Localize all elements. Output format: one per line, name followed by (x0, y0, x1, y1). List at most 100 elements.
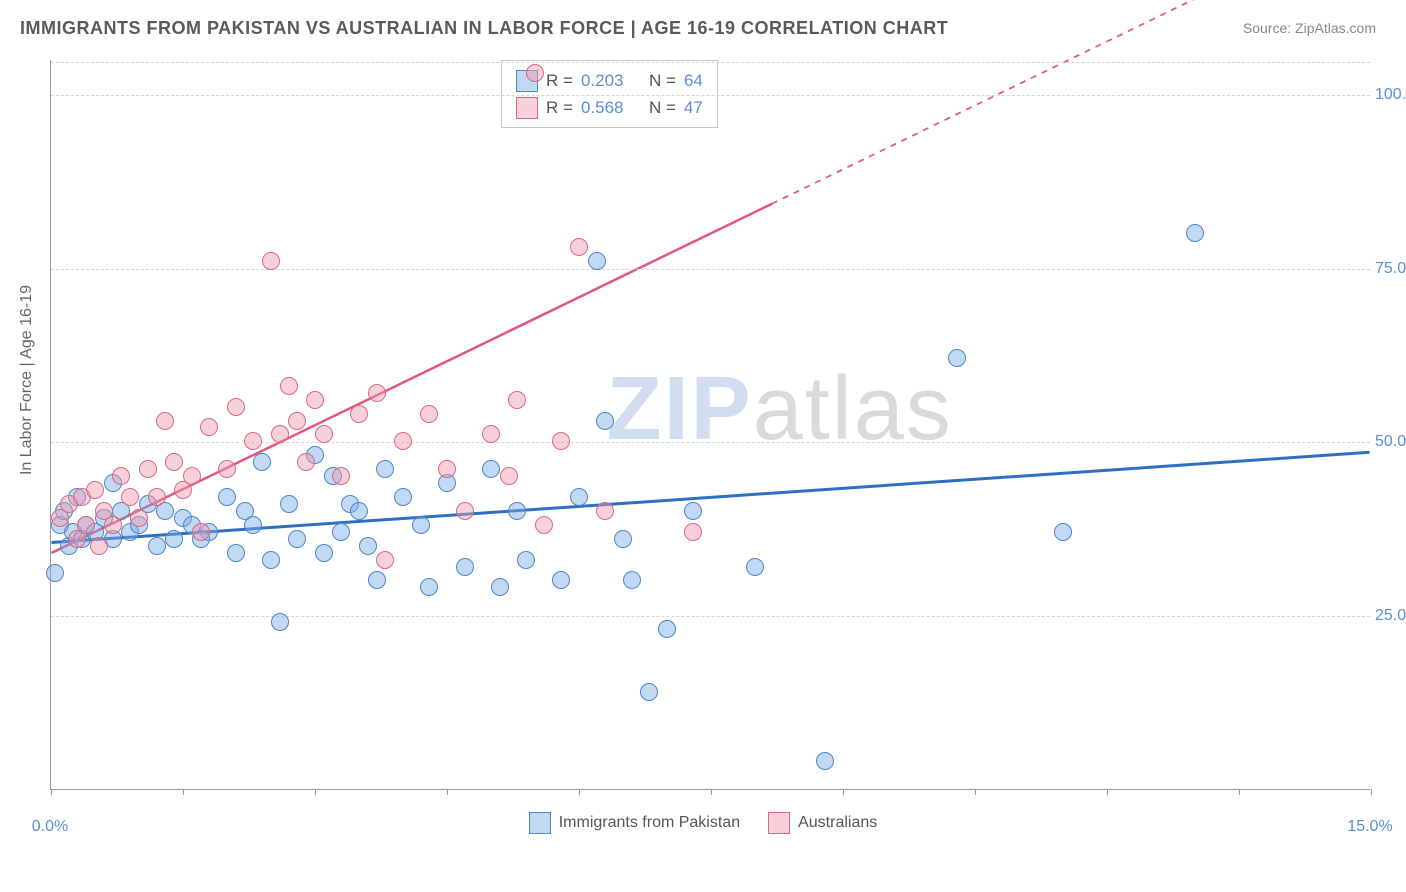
data-point-australians (394, 432, 412, 450)
x-tick (183, 789, 184, 795)
data-point-pakistan (262, 551, 280, 569)
chart-container: IMMIGRANTS FROM PAKISTAN VS AUSTRALIAN I… (0, 0, 1406, 892)
x-tick (711, 789, 712, 795)
data-point-pakistan (253, 453, 271, 471)
source-label: Source: (1243, 20, 1295, 36)
data-point-pakistan (640, 683, 658, 701)
data-point-pakistan (552, 571, 570, 589)
data-point-australians (570, 238, 588, 256)
data-point-australians (552, 432, 570, 450)
data-point-australians (139, 460, 157, 478)
series-legend: Immigrants from Pakistan Australians (0, 812, 1406, 834)
data-point-pakistan (394, 488, 412, 506)
y-tick-label: 50.0% (1375, 433, 1406, 451)
data-point-australians (77, 516, 95, 534)
data-point-australians (183, 467, 201, 485)
data-point-australians (508, 391, 526, 409)
n-label: N = (649, 67, 676, 94)
data-point-pakistan (948, 349, 966, 367)
data-point-australians (165, 453, 183, 471)
data-point-australians (288, 412, 306, 430)
data-point-pakistan (420, 578, 438, 596)
r-value-pakistan: 0.203 (581, 67, 624, 94)
x-tick-label: 0.0% (32, 818, 68, 836)
data-point-pakistan (271, 613, 289, 631)
data-point-australians (86, 481, 104, 499)
data-point-pakistan (588, 252, 606, 270)
n-label: N = (649, 94, 676, 121)
data-point-pakistan (148, 537, 166, 555)
data-point-pakistan (596, 412, 614, 430)
data-point-australians (420, 405, 438, 423)
data-point-australians (192, 523, 210, 541)
x-tick (579, 789, 580, 795)
x-tick (51, 789, 52, 795)
data-point-australians (332, 467, 350, 485)
r-label: R = (546, 67, 573, 94)
data-point-pakistan (244, 516, 262, 534)
y-tick-label: 75.0% (1375, 260, 1406, 278)
swatch-pakistan (529, 812, 551, 834)
y-tick-label: 100.0% (1375, 86, 1406, 104)
n-value-australians: 47 (684, 94, 703, 121)
scatter-plot: ZIPatlas R = 0.203 N = 64 R = 0.568 N = … (50, 60, 1370, 790)
data-point-australians (438, 460, 456, 478)
y-tick-label: 25.0% (1375, 607, 1406, 625)
legend-item-australians: Australians (768, 812, 877, 834)
data-point-pakistan (570, 488, 588, 506)
x-tick (315, 789, 316, 795)
legend-label-pakistan: Immigrants from Pakistan (559, 814, 740, 832)
source-name: ZipAtlas.com (1295, 20, 1376, 36)
legend-label-australians: Australians (798, 814, 877, 832)
data-point-australians (526, 64, 544, 82)
data-point-pakistan (623, 571, 641, 589)
gridline (51, 269, 1370, 270)
x-tick (1239, 789, 1240, 795)
data-point-pakistan (491, 578, 509, 596)
data-point-pakistan (508, 502, 526, 520)
data-point-australians (130, 509, 148, 527)
data-point-australians (500, 467, 518, 485)
chart-title: IMMIGRANTS FROM PAKISTAN VS AUSTRALIAN I… (20, 18, 948, 39)
data-point-pakistan (816, 752, 834, 770)
data-point-pakistan (368, 571, 386, 589)
x-tick (975, 789, 976, 795)
data-point-pakistan (614, 530, 632, 548)
data-point-pakistan (658, 620, 676, 638)
data-point-australians (297, 453, 315, 471)
data-point-pakistan (456, 558, 474, 576)
swatch-australians (768, 812, 790, 834)
data-point-pakistan (359, 537, 377, 555)
data-point-pakistan (684, 502, 702, 520)
data-point-pakistan (517, 551, 535, 569)
data-point-australians (271, 425, 289, 443)
data-point-australians (244, 432, 262, 450)
data-point-pakistan (1054, 523, 1072, 541)
data-point-australians (684, 523, 702, 541)
data-point-australians (156, 412, 174, 430)
data-point-pakistan (218, 488, 236, 506)
data-point-australians (227, 398, 245, 416)
data-point-australians (104, 516, 122, 534)
gridline (51, 62, 1370, 63)
data-point-australians (306, 391, 324, 409)
data-point-australians (368, 384, 386, 402)
data-point-pakistan (280, 495, 298, 513)
x-tick (843, 789, 844, 795)
legend-row-pakistan: R = 0.203 N = 64 (516, 67, 703, 94)
x-tick (1371, 789, 1372, 795)
data-point-australians (121, 488, 139, 506)
data-point-pakistan (1186, 224, 1204, 242)
data-point-australians (482, 425, 500, 443)
gridline (51, 616, 1370, 617)
data-point-pakistan (482, 460, 500, 478)
data-point-australians (596, 502, 614, 520)
data-point-australians (200, 418, 218, 436)
data-point-pakistan (332, 523, 350, 541)
data-point-australians (315, 425, 333, 443)
data-point-pakistan (165, 530, 183, 548)
trend-lines (51, 60, 1370, 789)
data-point-australians (280, 377, 298, 395)
swatch-australians (516, 97, 538, 119)
legend-row-australians: R = 0.568 N = 47 (516, 94, 703, 121)
